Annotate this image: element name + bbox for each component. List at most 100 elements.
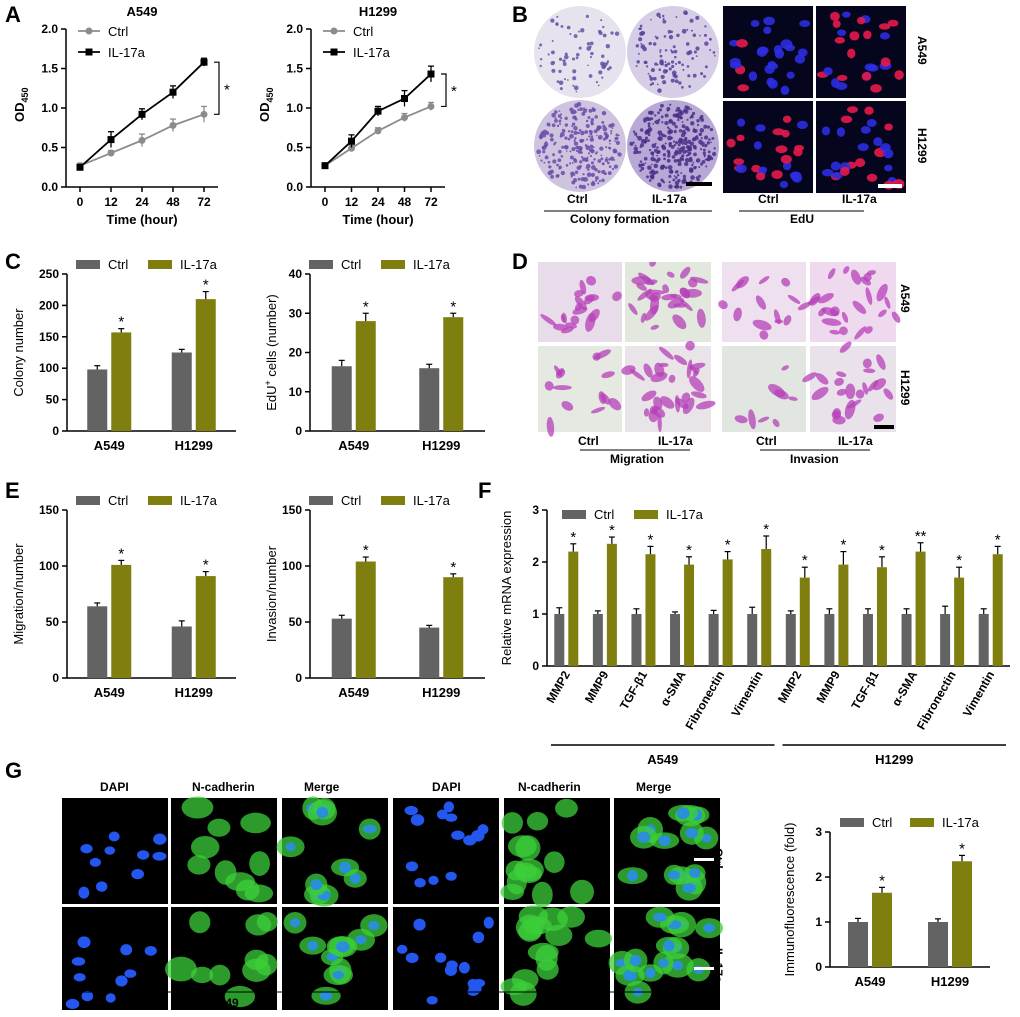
if-nucleus (349, 873, 361, 884)
if-nucleus (653, 912, 667, 922)
colony-dot (571, 125, 574, 128)
transwell-cell (832, 408, 842, 418)
x-tick-label: H1299 (931, 974, 969, 989)
scale-bar-colony (686, 182, 712, 186)
colony-dot (659, 49, 662, 52)
if-nucleus (332, 970, 344, 980)
edu-nucleus (772, 128, 785, 136)
y-axis-label: Colony number (11, 308, 26, 397)
colony-dot (601, 162, 605, 166)
transwell-cell (612, 291, 622, 302)
colony-dot (567, 137, 571, 141)
colony-dot (692, 73, 697, 78)
colony-dot (603, 131, 608, 136)
colony-dot (682, 149, 687, 154)
bar-il17a (872, 892, 892, 967)
edu-nucleus (736, 39, 748, 48)
colony-dot (695, 159, 699, 163)
edu-nucleus (836, 127, 846, 137)
transwell-cell (836, 371, 847, 378)
transwell-cell (553, 365, 563, 377)
transwell-cell (583, 295, 595, 305)
colony-dot (691, 111, 696, 116)
transwell-cell (681, 392, 691, 403)
transwell-cell (829, 329, 841, 335)
chart-colony-number: 0 50 100 150 200 250 * A549 * H1299 Colony number C… (11, 257, 236, 453)
colony-dot (698, 165, 701, 169)
colony-dot (636, 60, 640, 64)
if-cytoplasm (518, 905, 548, 928)
colony-dot (654, 142, 657, 145)
x-tick-label: 72 (424, 195, 438, 209)
if-nucleus (472, 931, 485, 944)
colony-dot (633, 146, 638, 152)
legend-swatch-ctrl (76, 260, 100, 269)
edu-nucleus (735, 164, 747, 174)
edu-nucleus (763, 26, 772, 35)
transwell-cell (844, 399, 856, 420)
colony-dot (673, 185, 677, 188)
colony-dot (712, 51, 716, 54)
transwell-cell (774, 319, 783, 324)
series-line-IL-17a (324, 73, 432, 167)
transwell-cell (797, 302, 811, 311)
colony-dot (691, 163, 694, 167)
data-point-ctrl (169, 121, 177, 129)
transwell-cell (668, 374, 676, 383)
if-nucleus (689, 868, 701, 878)
colony-dot (617, 152, 619, 155)
colony-dot (710, 141, 712, 144)
colony-dot (559, 87, 563, 91)
transwell-cell (809, 293, 821, 306)
edu-nucleus (847, 48, 856, 59)
colony-dot (650, 176, 655, 180)
colony-dot (587, 64, 589, 67)
if-cytoplasm (531, 881, 553, 908)
colony-dot (639, 169, 642, 172)
colony-dot (602, 62, 608, 68)
colony-dot (636, 150, 639, 153)
significance-star: * (203, 557, 209, 574)
if-nucleus (428, 875, 439, 885)
colony-dot (571, 173, 573, 176)
colony-dot (580, 28, 585, 33)
colony-dot (681, 28, 687, 34)
colony-dot (590, 122, 594, 126)
colony-dot (553, 143, 556, 146)
bar-il17a (443, 317, 464, 431)
colony-dot (689, 116, 692, 119)
edu-nucleus (884, 123, 893, 131)
colony-dot (634, 132, 638, 136)
colony-dot (664, 166, 668, 170)
y-tick-label: 0 (532, 659, 539, 673)
colony-dot (690, 121, 695, 126)
legend-label-ctrl: Ctrl (108, 257, 128, 272)
colony-dot (560, 154, 564, 158)
colony-dot (664, 49, 668, 52)
colony-caption: Colony formation (570, 212, 670, 226)
transwell-cell (689, 364, 698, 375)
transwell-cell (600, 393, 611, 405)
colony-dot (589, 154, 593, 158)
colony-dot (640, 166, 645, 171)
colony-dot (555, 174, 560, 178)
transwell-cell (878, 309, 887, 318)
transwell-cell (752, 319, 772, 331)
if-nucleus (137, 850, 150, 860)
bar-il17a (568, 551, 579, 666)
colony-dot (667, 129, 672, 135)
edu-nucleus (767, 62, 779, 70)
colony-dot (675, 16, 678, 18)
colony-dot (581, 184, 587, 190)
y-tick-label: 1 (532, 607, 539, 621)
y-tick-label: 2 (815, 870, 822, 884)
edu-nucleus (873, 137, 883, 146)
bar-ctrl (824, 614, 835, 666)
edu-nucleus (832, 20, 841, 28)
legend-label-il17a: IL-17a (942, 815, 980, 830)
bar-ctrl (331, 618, 352, 678)
if-nucleus (443, 803, 454, 812)
colony-dot (595, 81, 599, 84)
legend-label-il17a: IL-17a (413, 257, 451, 272)
colony-dot (664, 63, 668, 68)
